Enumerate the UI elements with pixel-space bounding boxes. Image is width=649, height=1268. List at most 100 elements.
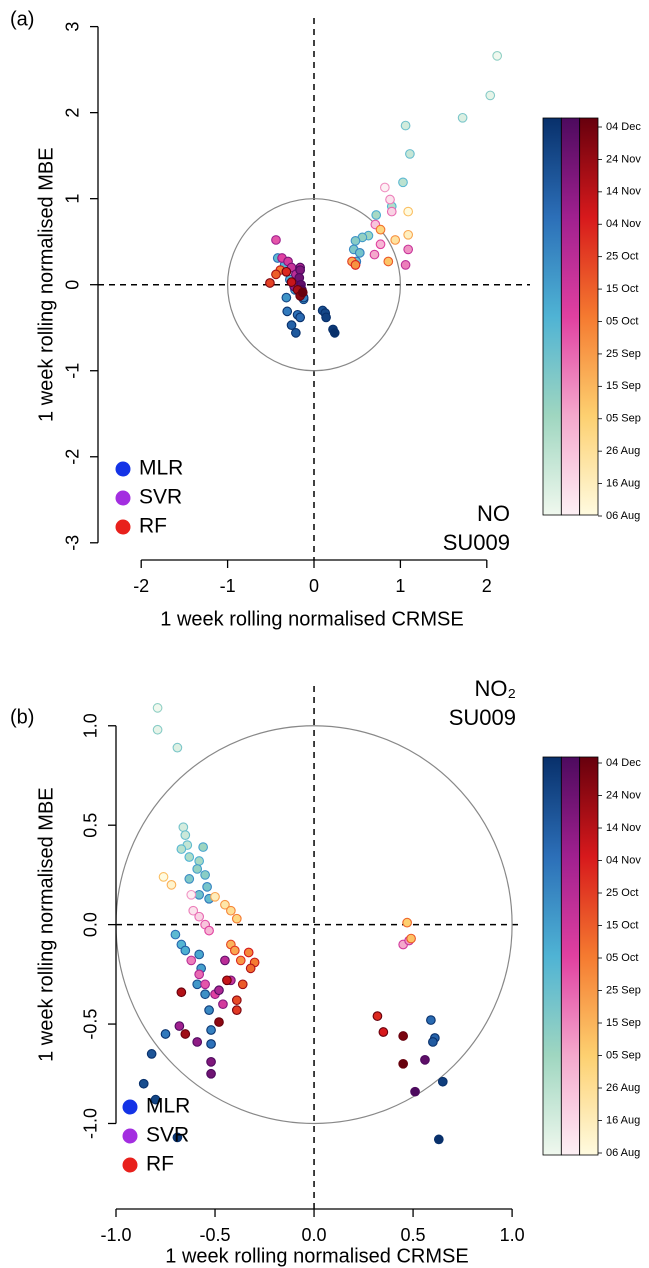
x-tick-label: 0.5 — [401, 1225, 426, 1245]
colorbar-label: 25 Oct — [606, 251, 638, 263]
point — [192, 979, 203, 990]
y-axis-title: 1 week rolling normalised MBE — [35, 787, 57, 1062]
colorbar-label: 15 Sep — [606, 380, 641, 392]
point — [204, 1005, 214, 1015]
legend-label: SVR — [139, 486, 182, 509]
point — [206, 1056, 216, 1067]
point — [194, 911, 205, 922]
y-tick-label: 3 — [63, 22, 83, 32]
point — [198, 842, 208, 852]
point — [420, 1055, 430, 1065]
point — [214, 985, 224, 996]
point — [350, 235, 361, 246]
annotation: NO₂ — [474, 676, 516, 701]
colorbar-label: 25 Sep — [606, 984, 641, 996]
colorbar-column — [560, 117, 581, 516]
panel-label: (a) — [10, 8, 34, 30]
point — [186, 889, 197, 900]
colorbar-label: 15 Sep — [606, 1017, 641, 1029]
colorbar-label: 04 Dec — [606, 121, 641, 133]
point — [369, 249, 380, 260]
point — [180, 1029, 191, 1039]
y-tick-label: -1 — [63, 363, 83, 379]
point — [281, 292, 292, 303]
colorbar-label: 16 Aug — [606, 1114, 640, 1126]
colorbar-label: 26 Aug — [606, 445, 640, 457]
point — [295, 312, 306, 323]
point — [286, 277, 297, 287]
x-tick-label: -0.5 — [200, 1225, 231, 1245]
x-tick-label: -1.0 — [100, 1225, 131, 1245]
colorbar-column — [542, 756, 562, 1156]
point — [172, 742, 183, 753]
point — [245, 963, 256, 974]
point — [180, 830, 191, 840]
colorbar-label: 05 Sep — [606, 413, 641, 425]
legend-marker — [115, 461, 131, 477]
point — [194, 949, 205, 960]
point — [400, 260, 411, 270]
point — [457, 112, 468, 123]
panel-label: (b) — [10, 706, 34, 728]
point — [186, 955, 197, 966]
colorbar-label: 26 Aug — [606, 1082, 640, 1094]
point — [286, 320, 297, 330]
point — [291, 328, 301, 338]
point — [400, 120, 411, 131]
point — [386, 206, 397, 217]
point — [375, 239, 386, 250]
point — [402, 917, 412, 928]
point — [235, 955, 246, 966]
point — [176, 844, 187, 854]
y-tick-label: -3 — [63, 535, 83, 551]
point — [222, 975, 232, 986]
colorbar-column — [579, 117, 599, 516]
point — [206, 1068, 216, 1079]
point — [194, 969, 205, 980]
x-tick-label: -2 — [133, 576, 149, 596]
legend-label: SVR — [146, 1124, 189, 1147]
point — [398, 177, 408, 188]
point — [158, 872, 169, 882]
point — [390, 235, 401, 245]
point — [271, 235, 281, 245]
legend-label: MLR — [139, 457, 183, 480]
point — [200, 979, 210, 990]
point — [433, 1134, 444, 1145]
colorbar-column — [579, 756, 599, 1156]
y-tick-label: -2 — [63, 449, 83, 465]
y-tick-label: -0.5 — [81, 1009, 101, 1040]
point — [160, 1029, 171, 1039]
colorbar-column — [542, 117, 562, 516]
point — [426, 1015, 436, 1025]
point — [206, 1039, 216, 1049]
point — [194, 889, 205, 900]
point — [398, 1058, 409, 1069]
point — [229, 945, 240, 956]
point — [166, 880, 177, 890]
point — [371, 210, 382, 220]
point — [226, 905, 236, 916]
point — [206, 1025, 216, 1035]
point — [437, 1076, 448, 1087]
colorbar-label: 14 Nov — [606, 822, 641, 834]
colorbar-label: 04 Nov — [606, 854, 641, 866]
reference-circle — [227, 198, 402, 372]
point — [178, 822, 189, 833]
legend-marker — [115, 490, 131, 506]
point — [210, 891, 220, 902]
colorbar-label: 25 Oct — [606, 887, 638, 899]
point — [403, 206, 414, 217]
colorbar-label: 14 Nov — [606, 186, 641, 198]
point — [265, 278, 275, 288]
point — [271, 269, 281, 280]
colorbar-label: 15 Oct — [606, 919, 638, 931]
point — [231, 913, 242, 924]
x-tick-label: 0 — [309, 576, 319, 596]
colorbar-label: 05 Oct — [606, 952, 638, 964]
point — [231, 995, 242, 1006]
colorbar-label: 24 Nov — [606, 789, 641, 801]
colorbar-label: 24 Nov — [606, 153, 641, 165]
x-axis-title: 1 week rolling normalised CRMSE — [160, 608, 463, 630]
colorbar-column — [560, 756, 581, 1156]
